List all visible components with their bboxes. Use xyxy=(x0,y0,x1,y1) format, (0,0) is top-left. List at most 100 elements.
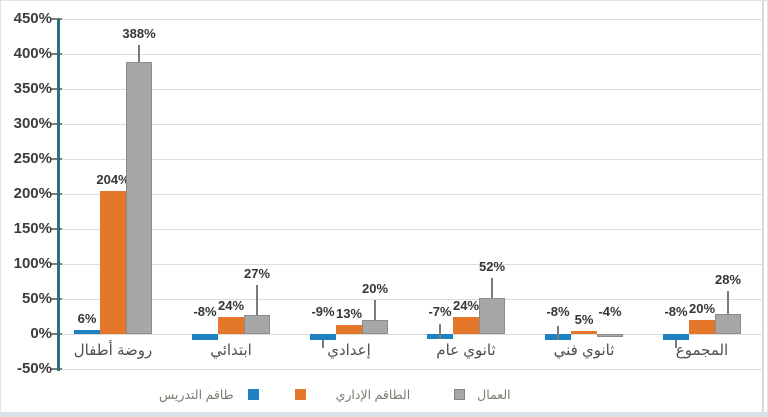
y-axis-tick xyxy=(50,158,62,160)
legend-item: العمال xyxy=(454,387,511,402)
value-label: -8% xyxy=(546,304,570,319)
category-label: ثانوي فني xyxy=(553,342,615,359)
value-label: 5% xyxy=(574,311,594,327)
gridline xyxy=(58,89,762,90)
category-label: ثانوي عام xyxy=(436,342,496,359)
y-axis-tick xyxy=(50,18,62,20)
legend-spacer xyxy=(306,394,336,395)
value-label: -9% xyxy=(311,304,335,319)
category-label: روضة أطفال xyxy=(73,342,153,359)
value-label: 27% xyxy=(243,266,271,281)
category-label: إعدادي xyxy=(327,342,371,359)
gridline xyxy=(58,19,762,20)
error-whisker xyxy=(256,285,258,316)
legend-spacer xyxy=(465,394,477,395)
value-label: -8% xyxy=(664,304,688,319)
gridline xyxy=(58,159,762,160)
bar-teaching-staff xyxy=(310,334,336,341)
y-tick-label: 0% xyxy=(30,325,52,342)
bar-admin-staff xyxy=(218,317,244,334)
bar-teaching-staff xyxy=(663,334,689,340)
bar-admin-staff xyxy=(336,324,362,334)
category-label: المجموع xyxy=(675,342,729,359)
legend-spacer xyxy=(234,394,248,395)
value-label: 6% xyxy=(77,310,97,326)
value-label: -7% xyxy=(428,304,452,319)
error-whisker xyxy=(491,278,493,298)
category-label: ابتدائي xyxy=(210,342,252,359)
error-whisker xyxy=(322,340,324,348)
legend-swatch-icon xyxy=(294,388,306,400)
bar-admin-staff xyxy=(453,317,479,334)
y-axis-tick xyxy=(50,228,62,230)
y-tick-label: -50% xyxy=(16,360,52,377)
bar-workers xyxy=(126,62,152,334)
gridline xyxy=(58,264,762,265)
legend-swatch-icon xyxy=(247,388,259,400)
image-bottom-strip xyxy=(1,412,767,416)
error-whisker xyxy=(727,290,729,315)
gridline xyxy=(58,229,762,230)
bar-admin-staff xyxy=(689,320,715,334)
y-tick-label: 200% xyxy=(13,185,52,202)
y-axis-line xyxy=(57,19,60,371)
gridline xyxy=(58,194,762,195)
error-whisker xyxy=(374,300,376,320)
error-whisker xyxy=(138,44,140,63)
y-axis-tick xyxy=(50,88,62,90)
gridline xyxy=(58,369,762,370)
y-axis-tick xyxy=(50,368,62,370)
bar-workers xyxy=(362,320,388,334)
bar-workers xyxy=(597,334,623,337)
y-axis-tick xyxy=(50,123,62,125)
gridline xyxy=(58,54,762,55)
bar-admin-staff xyxy=(571,330,597,334)
bar-workers xyxy=(479,297,505,334)
error-whisker xyxy=(557,325,559,340)
chart-legend: طاقم التدريس الطاقم الإداري العمال xyxy=(159,385,511,403)
gridline xyxy=(58,299,762,300)
value-label: 52% xyxy=(478,259,506,274)
legend-item: طاقم التدريس xyxy=(159,387,259,402)
legend-label: الطاقم الإداري xyxy=(335,387,411,402)
y-axis-tick xyxy=(50,333,62,335)
y-tick-label: 350% xyxy=(13,80,52,97)
legend-spacer xyxy=(410,394,454,395)
value-label: -8% xyxy=(193,304,217,319)
y-axis-tick xyxy=(50,298,62,300)
legend-label: العمال xyxy=(477,387,511,402)
value-label: 204% xyxy=(96,172,130,188)
y-tick-label: 400% xyxy=(13,45,52,62)
value-label: 24% xyxy=(217,298,245,314)
value-label: 20% xyxy=(688,301,716,316)
legend-swatch-icon xyxy=(454,388,466,400)
y-axis-tick xyxy=(50,263,62,265)
error-whisker xyxy=(439,323,441,339)
bar-workers xyxy=(715,314,741,334)
error-whisker xyxy=(675,339,677,348)
bar-workers xyxy=(244,315,270,334)
value-label: 20% xyxy=(361,281,389,297)
value-label: 24% xyxy=(452,298,480,314)
value-label: 13% xyxy=(335,305,363,321)
bar-admin-staff xyxy=(100,191,126,334)
gridline xyxy=(58,334,762,335)
gridline xyxy=(58,124,762,125)
legend-item: الطاقم الإداري xyxy=(294,387,411,402)
y-tick-label: 150% xyxy=(13,220,52,237)
y-tick-label: 250% xyxy=(13,150,52,167)
y-tick-label: 450% xyxy=(13,10,52,27)
value-label: 28% xyxy=(714,271,742,287)
y-tick-label: 300% xyxy=(13,115,52,132)
value-label: 388% xyxy=(122,25,156,41)
y-tick-label: 100% xyxy=(13,255,52,272)
bar-teaching-staff xyxy=(192,334,218,340)
bar-teaching-staff xyxy=(74,329,100,334)
y-tick-label: 50% xyxy=(21,290,52,307)
value-label: -4% xyxy=(598,304,622,319)
y-axis-tick xyxy=(50,53,62,55)
y-axis-tick xyxy=(50,193,62,195)
image-right-border xyxy=(762,1,764,416)
legend-spacer xyxy=(259,394,295,395)
